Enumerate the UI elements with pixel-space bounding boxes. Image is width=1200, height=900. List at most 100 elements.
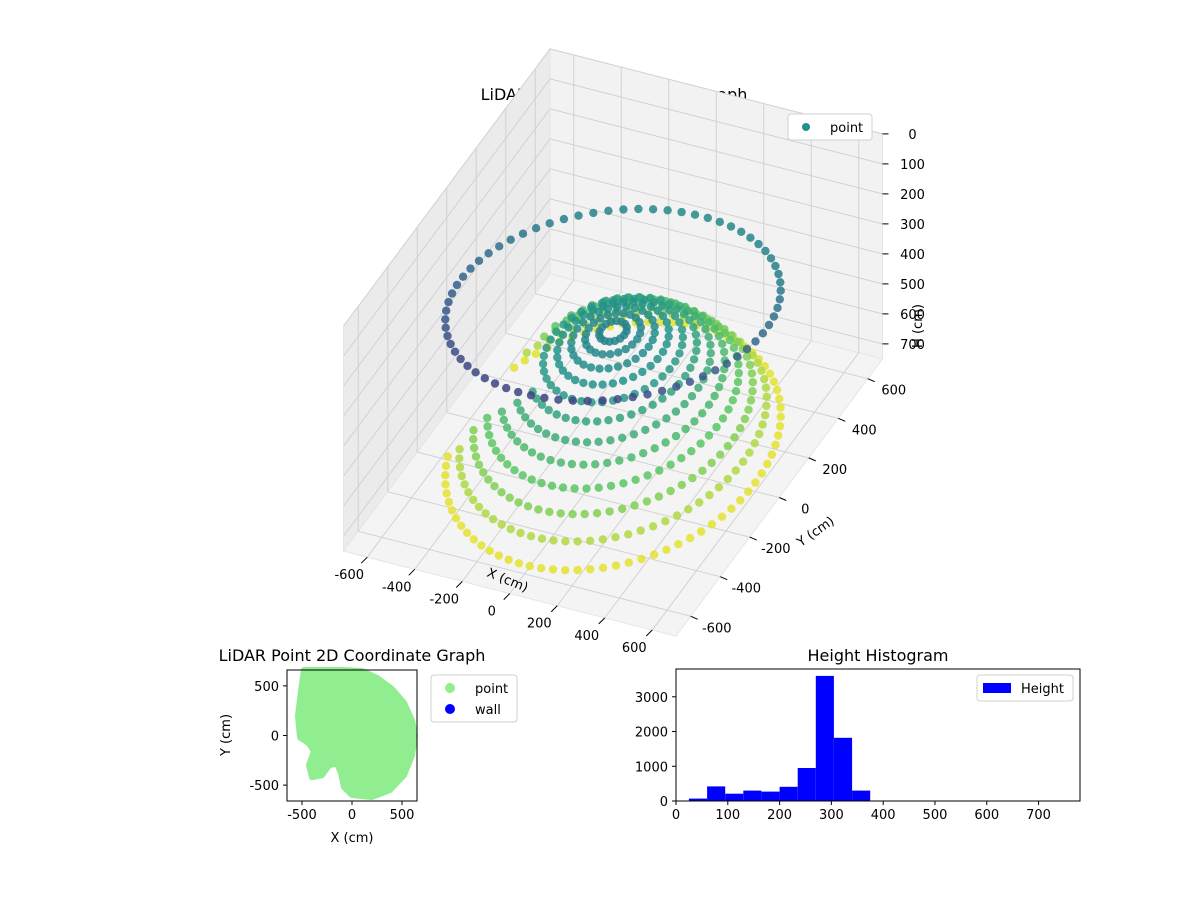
point-3d xyxy=(679,309,689,319)
point-3d xyxy=(618,504,627,514)
z3d-tick-label: 100 xyxy=(900,158,925,173)
point-3d xyxy=(586,565,595,574)
chart-2d-title: LiDAR Point 2D Coordinate Graph xyxy=(219,646,486,665)
point-3d xyxy=(687,392,697,401)
point-3d xyxy=(551,433,560,442)
point-3d xyxy=(776,286,785,295)
point-3d xyxy=(580,509,589,519)
point-3d xyxy=(483,413,492,423)
point-3d xyxy=(718,339,727,348)
point-3d xyxy=(771,440,780,450)
point-3d xyxy=(533,424,543,434)
point-3d xyxy=(714,382,724,392)
point-3d xyxy=(661,438,670,447)
chart-2d-plot xyxy=(295,667,418,800)
point-3d xyxy=(671,311,680,321)
point-3d xyxy=(556,458,566,467)
point-3d xyxy=(568,396,578,405)
point-3d xyxy=(733,337,742,346)
grid-y-floor xyxy=(358,530,691,617)
point-3d xyxy=(744,487,753,496)
point-3d xyxy=(642,497,652,506)
point-3d xyxy=(577,397,586,406)
point-3d xyxy=(539,351,549,361)
point-3d xyxy=(537,478,546,488)
point-3d xyxy=(561,537,570,546)
point-3d xyxy=(754,239,763,249)
point-3d xyxy=(775,421,785,431)
point-3d xyxy=(641,425,650,435)
point-3d xyxy=(540,332,549,341)
point-3d xyxy=(573,565,582,575)
point-3d xyxy=(637,554,646,564)
point-3d xyxy=(705,490,714,500)
point-3d xyxy=(593,417,602,426)
point-3d xyxy=(526,419,536,428)
point-3d xyxy=(525,561,534,571)
point-3d xyxy=(742,345,752,354)
point-3d xyxy=(549,536,558,545)
histogram-bar xyxy=(852,790,871,801)
point-3d xyxy=(662,340,671,349)
point-3d xyxy=(711,366,720,375)
point-3d xyxy=(564,371,573,380)
point-3d xyxy=(504,555,513,564)
point-3d xyxy=(704,318,713,327)
point-3d xyxy=(758,329,768,338)
point-3d xyxy=(514,559,524,568)
y3d-tick xyxy=(779,497,787,501)
point-3d xyxy=(664,325,673,334)
point-3d xyxy=(588,380,597,389)
point-3d xyxy=(479,468,488,477)
point-3d xyxy=(703,213,712,223)
point-3d xyxy=(487,439,497,448)
hist-x-tick-label: 100 xyxy=(715,808,740,823)
point-3d xyxy=(452,280,462,290)
point-3d xyxy=(442,306,451,315)
histogram-legend: Height xyxy=(976,674,1074,702)
point-3d xyxy=(628,392,637,402)
point-3d xyxy=(704,400,714,409)
point-3d xyxy=(638,405,647,415)
point-3d xyxy=(757,366,766,375)
point-3d xyxy=(643,390,652,399)
point-3d xyxy=(463,361,472,371)
point-3d xyxy=(774,431,783,440)
point-3d xyxy=(513,398,522,407)
point-3d xyxy=(753,358,762,367)
point-3d xyxy=(603,458,612,468)
histogram-bars xyxy=(688,675,871,801)
point-3d xyxy=(736,496,745,505)
point-3d xyxy=(582,438,592,447)
chart-2d: LiDAR Point 2D Coordinate Graph -500 0 500… xyxy=(219,646,518,846)
point-3d xyxy=(624,558,633,567)
point-3d xyxy=(526,532,536,541)
point-3d xyxy=(678,333,688,342)
z3d-tick-label: 300 xyxy=(900,218,925,233)
point-3d xyxy=(774,269,783,279)
point-3d xyxy=(579,310,588,319)
point-3d xyxy=(496,453,506,463)
point-3d xyxy=(653,354,662,364)
point-3d xyxy=(734,368,743,378)
point-3d xyxy=(441,471,450,480)
point-3d xyxy=(483,422,492,431)
hist-y-tick-label: 3000 xyxy=(635,691,668,706)
point-3d xyxy=(499,415,508,425)
x2d-tick-label: 500 xyxy=(390,808,415,823)
chart-2d-legend-marker-wall xyxy=(445,704,455,714)
point-3d xyxy=(689,322,698,332)
point-3d xyxy=(731,387,741,396)
point-3d xyxy=(502,383,511,393)
hist-x-tick-label: 0 xyxy=(672,808,680,823)
point-3d xyxy=(441,461,451,471)
point-3d xyxy=(750,439,759,448)
point-3d xyxy=(546,380,555,390)
point-3d xyxy=(668,318,678,327)
point-3d xyxy=(710,324,719,333)
point-3d xyxy=(591,460,600,469)
point-3d xyxy=(542,343,551,352)
point-3d xyxy=(581,417,591,426)
z3d-tick-label: 700 xyxy=(900,338,925,353)
point-3d xyxy=(671,357,680,366)
